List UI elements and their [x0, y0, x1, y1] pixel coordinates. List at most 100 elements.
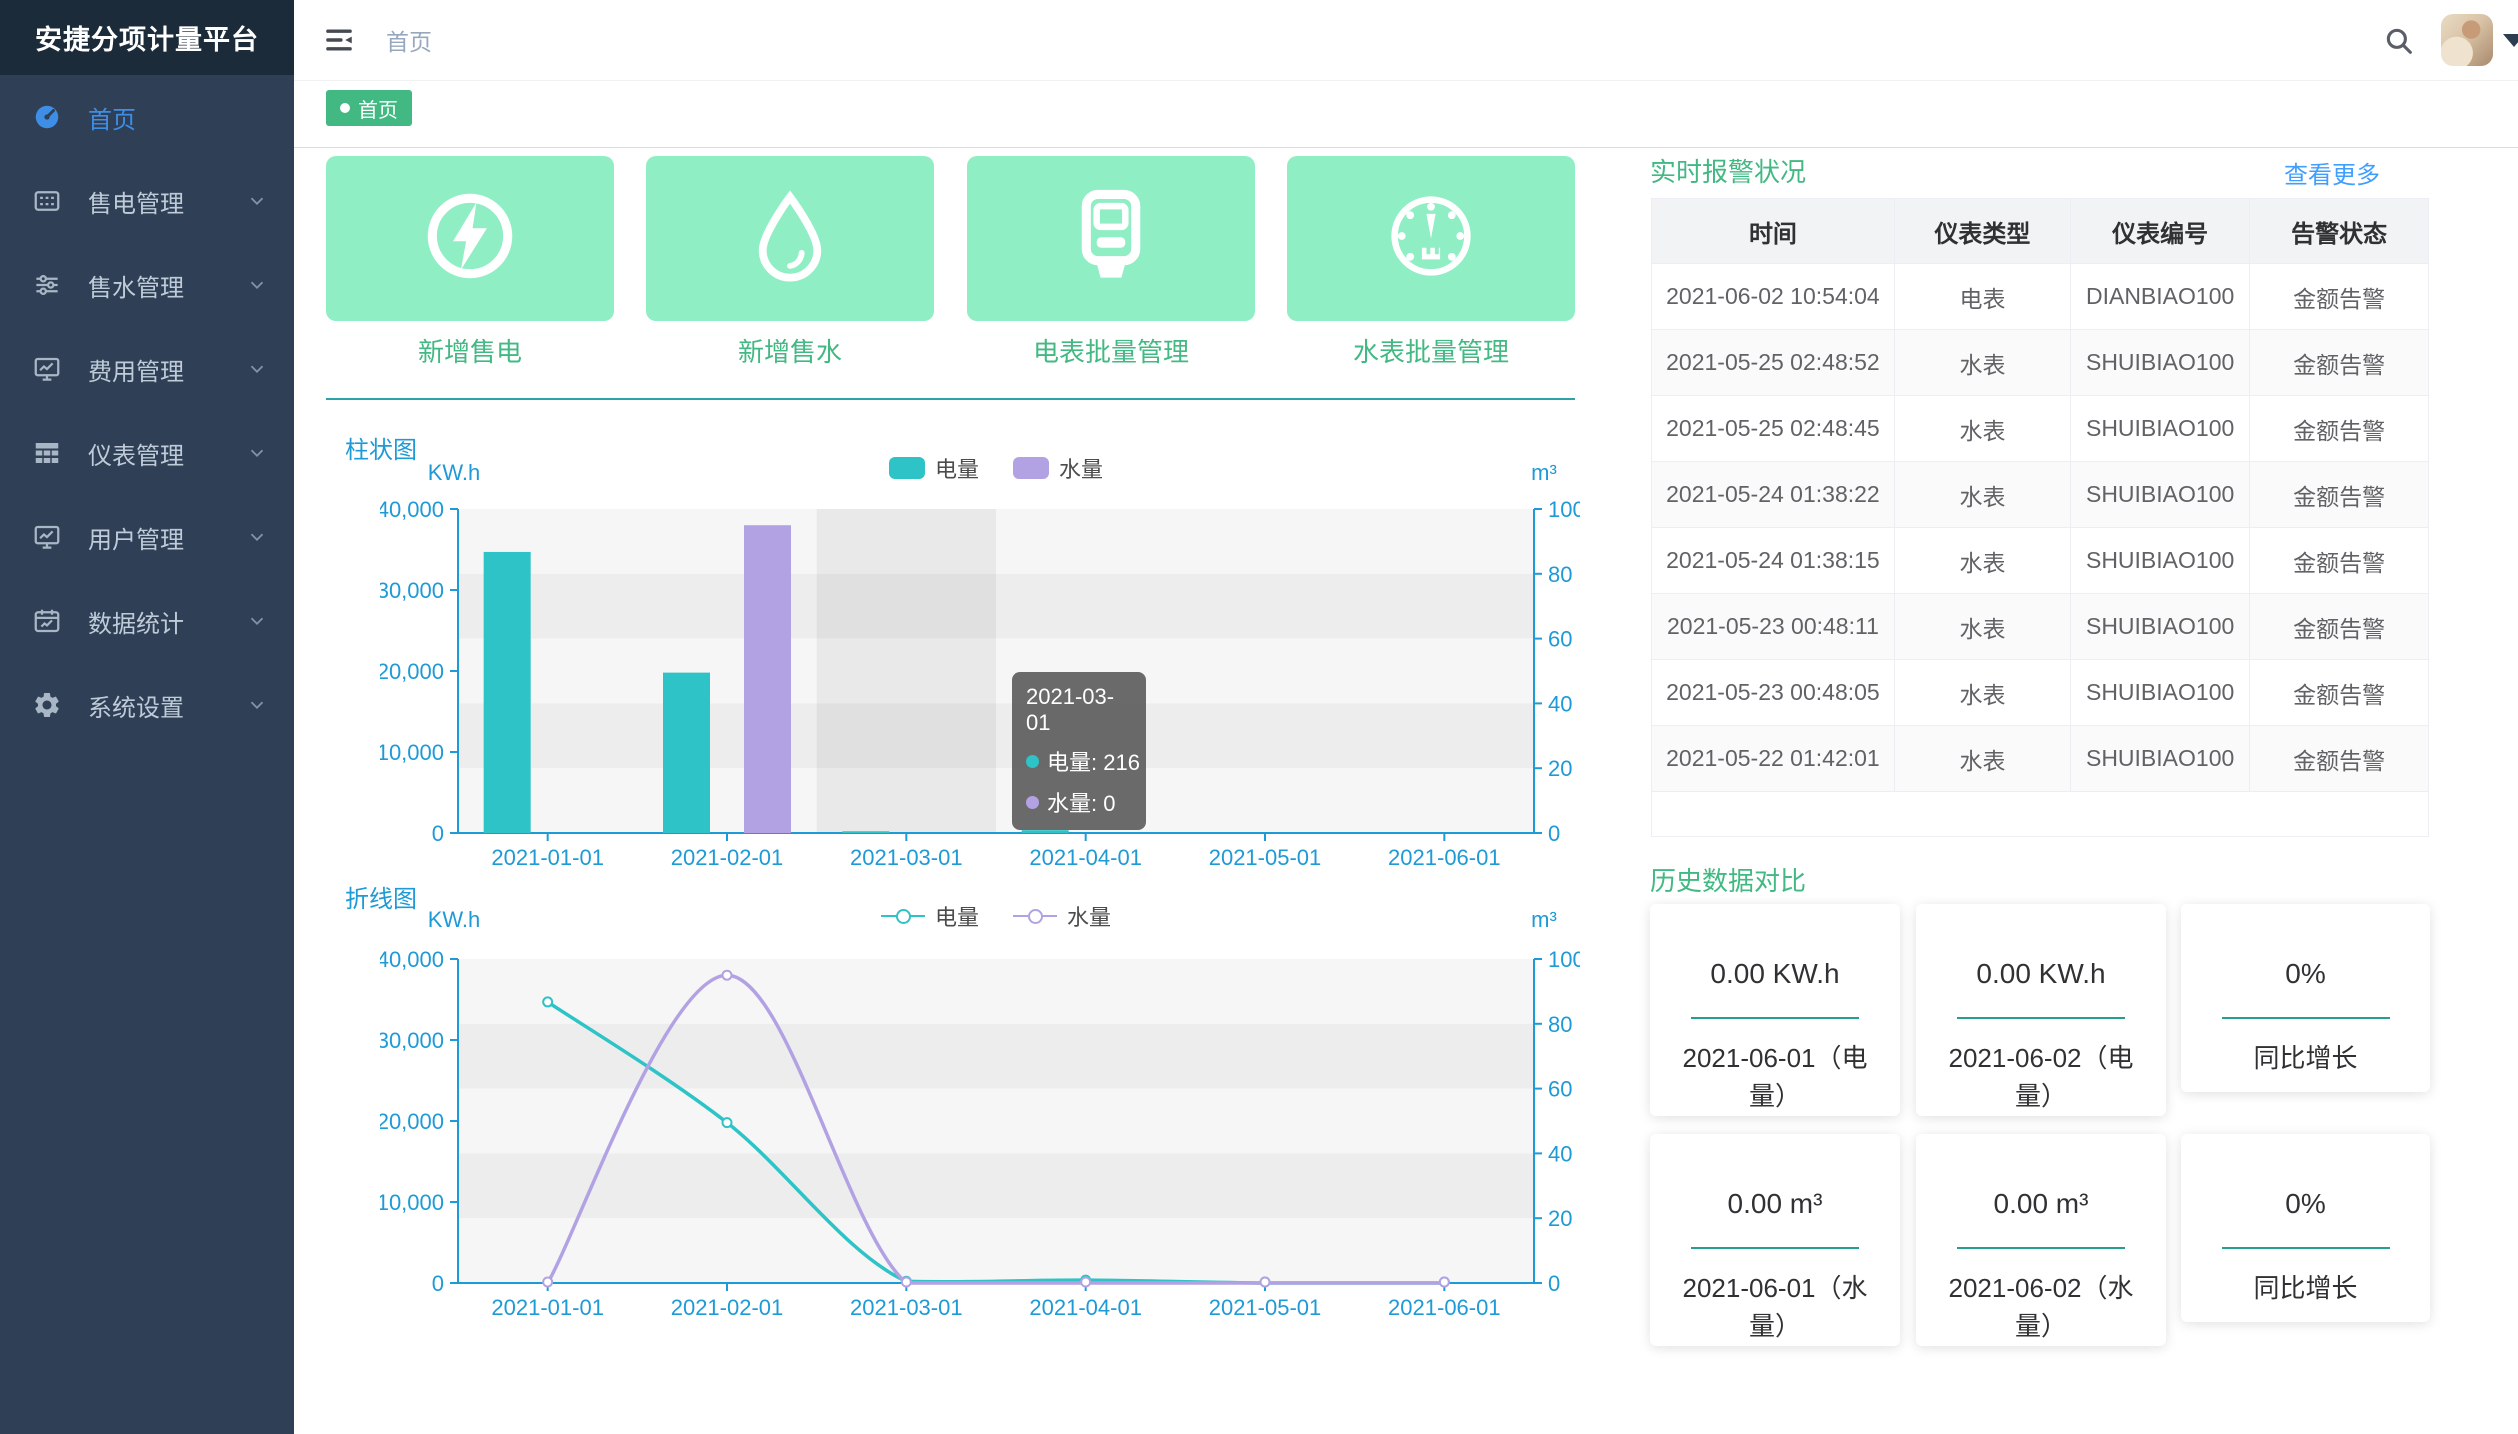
chevron-down-icon — [246, 694, 268, 716]
table-cell: 2021-05-25 02:48:45 — [1652, 396, 1895, 462]
svg-text:10,000: 10,000 — [380, 1190, 444, 1215]
legend-label: 水量 — [1059, 457, 1104, 482]
line-chart-title: 折线图 — [345, 886, 417, 913]
svg-text:2021-01-01: 2021-01-01 — [491, 845, 604, 870]
hamburger-icon[interactable] — [322, 23, 356, 57]
svg-text:0: 0 — [1548, 1271, 1560, 1296]
history-card-label: 2021-06-01（水量） — [1682, 1273, 1868, 1341]
table-cell: 2021-05-24 01:38:22 — [1652, 462, 1895, 528]
table-cell: SHUIBIAO100 — [2071, 462, 2251, 528]
table-row: 2021-05-23 00:48:11 水表 SHUIBIAO100 金额告警 — [1652, 594, 2428, 660]
history-card-value: 0.00 m³ — [1993, 1188, 2089, 1219]
table-cell: 水表 — [1894, 594, 2072, 660]
table-row: 2021-05-25 02:48:45 水表 SHUIBIAO100 金额告警 — [1652, 396, 2428, 462]
history-card-4: 0.00 m³ 2021-06-02（水量） — [1916, 1134, 2166, 1346]
history-card-1: 0.00 KW.h 2021-06-02（电量） — [1916, 904, 2166, 1116]
sidebar-item-3[interactable]: 费用管理 — [0, 327, 294, 411]
table-header-row: 时间 仪表类型 仪表编号 告警状态 — [1652, 199, 2428, 264]
water-drop-icon — [738, 184, 842, 293]
grid-icon — [32, 438, 62, 468]
tag-active-dot — [340, 103, 350, 113]
sidebar-item-4[interactable]: 仪表管理 — [0, 411, 294, 495]
legend-line-marker-icon — [1013, 908, 1057, 924]
board-chart-icon — [32, 354, 62, 384]
user-avatar[interactable] — [2441, 14, 2493, 66]
table-cell: SHUIBIAO100 — [2071, 396, 2251, 462]
card-icon — [32, 186, 62, 216]
svg-text:100: 100 — [1548, 947, 1580, 972]
legend-item-电量[interactable]: 电量 — [888, 452, 979, 484]
sidebar-item-label: 系统设置 — [88, 694, 184, 722]
tooltip-row: 水量: 0 — [1026, 786, 1132, 818]
line-chart[interactable]: 0 10,000 20,000 30,000 40,000 0 20 40 60 80 100 202… — [377, 920, 1585, 1335]
history-section-title: 历史数据对比 — [1650, 866, 1807, 896]
table-row: 2021-06-02 10:54:04 电表 DIANBIAO100 金额告警 — [1652, 264, 2428, 330]
chevron-down-icon — [246, 274, 268, 296]
view-more-link[interactable]: 查看更多 — [2284, 162, 2380, 189]
bar-right-axis-unit: m³ — [1531, 460, 1557, 485]
sidebar-item-0[interactable]: 首页 — [0, 75, 294, 159]
chevron-down-icon — [246, 610, 268, 632]
sidebar-item-6[interactable]: 数据统计 — [0, 579, 294, 663]
series-dot-icon — [1026, 795, 1039, 809]
tooltip-row: 电量: 216 — [1026, 745, 1140, 777]
svg-text:30,000: 30,000 — [380, 578, 444, 603]
table-cell: 金额告警 — [2250, 726, 2428, 792]
app-title: 安捷分项计量平台 — [0, 0, 294, 75]
search-icon[interactable] — [2382, 24, 2416, 58]
sidebar-item-5[interactable]: 用户管理 — [0, 495, 294, 579]
sidebar-item-2[interactable]: 售水管理 — [0, 243, 294, 327]
top-navbar: 首页 — [294, 0, 2518, 81]
gear-icon — [32, 690, 62, 720]
sidebar-item-label: 数据统计 — [88, 610, 184, 638]
quick-action-card-0[interactable] — [326, 156, 614, 321]
table-cell: SHUIBIAO100 — [2071, 330, 2251, 396]
quick-action-label: 新增售水 — [737, 337, 842, 367]
card-divider — [1957, 1247, 2125, 1249]
legend-label: 电量 — [934, 457, 979, 482]
chart-tooltip: 2021-03-01 电量: 216 水量: 0 — [1012, 672, 1146, 830]
table-cell: SHUIBIAO100 — [2071, 594, 2251, 660]
svg-text:80: 80 — [1548, 1012, 1572, 1037]
chevron-down-icon — [246, 526, 268, 548]
alarm-table: 时间 仪表类型 仪表编号 告警状态 2021-06-02 10:54:04 电表 DIANB… — [1651, 198, 2429, 837]
legend-item-水量[interactable]: 水量 — [1013, 900, 1111, 932]
svg-text:60: 60 — [1548, 1077, 1572, 1102]
table-cell: 金额告警 — [2250, 594, 2428, 660]
legend-item-水量[interactable]: 水量 — [1013, 452, 1103, 484]
card-divider — [1957, 1017, 2125, 1019]
bar-chart[interactable]: 0 10,000 20,000 30,000 40,000 0 20 40 60 80 100 202… — [377, 470, 1585, 885]
history-card-value: 0% — [2285, 1188, 2326, 1219]
sidebar-item-1[interactable]: 售电管理 — [0, 159, 294, 243]
section-divider — [326, 398, 1575, 400]
svg-text:2021-03-01: 2021-03-01 — [850, 1295, 963, 1320]
history-card-value: 0.00 m³ — [1727, 1188, 1823, 1219]
card-divider — [1691, 1247, 1859, 1249]
sidebar-item-7[interactable]: 系统设置 — [0, 663, 294, 747]
svg-text:2021-06-01: 2021-06-01 — [1388, 1295, 1501, 1320]
bar-chart-title: 柱状图 — [345, 437, 417, 464]
quick-action-card-3[interactable] — [1287, 156, 1575, 321]
tag-home[interactable]: 首页 — [326, 90, 412, 126]
table-header-cell: 告警状态 — [2250, 199, 2428, 264]
table-row: 2021-05-22 01:42:01 水表 SHUIBIAO100 金额告警 — [1652, 726, 2428, 792]
table-cell: 金额告警 — [2250, 330, 2428, 396]
legend-swatch-icon — [1013, 457, 1049, 479]
sidebar-item-label: 用户管理 — [88, 526, 184, 554]
quick-action-card-2[interactable] — [967, 156, 1255, 321]
quick-action-card-1[interactable] — [646, 156, 934, 321]
history-card-label: 2021-06-01（电量） — [1682, 1043, 1868, 1111]
svg-text:0: 0 — [432, 1271, 444, 1296]
svg-text:30,000: 30,000 — [380, 1028, 444, 1053]
legend-item-电量[interactable]: 电量 — [880, 900, 979, 932]
chevron-down-icon — [246, 190, 268, 212]
table-header-cell: 时间 — [1652, 199, 1895, 264]
sidebar-menu: 首页 售电管理 售水管理 费用管理 仪表管理用户管理数据统计系统设置 — [0, 75, 294, 747]
svg-text:2021-03-01: 2021-03-01 — [850, 845, 963, 870]
quick-action-label: 电表批量管理 — [1032, 337, 1189, 367]
svg-text:60: 60 — [1548, 627, 1572, 652]
sliders-icon — [32, 270, 62, 300]
svg-text:10,000: 10,000 — [380, 740, 444, 765]
breadcrumb[interactable]: 首页 — [386, 29, 432, 55]
caret-down-icon[interactable] — [2503, 34, 2518, 47]
